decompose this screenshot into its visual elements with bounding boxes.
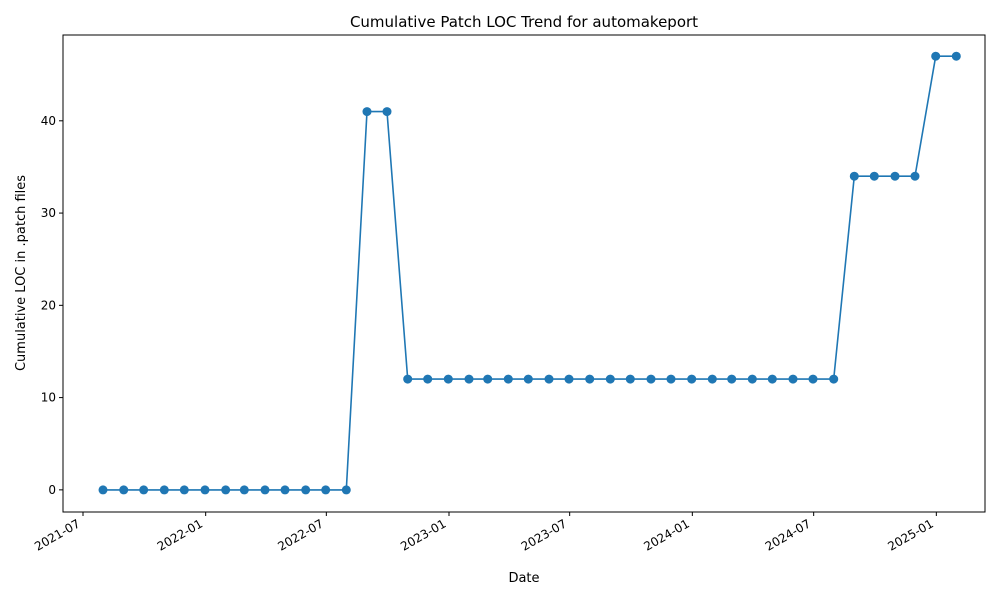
data-point bbox=[788, 374, 798, 384]
data-point bbox=[200, 485, 210, 495]
data-point bbox=[747, 374, 757, 384]
data-point bbox=[523, 374, 533, 384]
data-point bbox=[119, 485, 129, 495]
data-point bbox=[931, 51, 941, 61]
data-point bbox=[443, 374, 453, 384]
data-point bbox=[483, 374, 493, 384]
data-point bbox=[585, 374, 595, 384]
data-point bbox=[341, 485, 351, 495]
data-point bbox=[362, 107, 372, 117]
data-point bbox=[910, 171, 920, 181]
data-point bbox=[849, 171, 859, 181]
data-point bbox=[808, 374, 818, 384]
data-point bbox=[403, 374, 413, 384]
data-point bbox=[260, 485, 270, 495]
data-point bbox=[727, 374, 737, 384]
chart-title: Cumulative Patch LOC Trend for automakep… bbox=[350, 13, 698, 31]
data-point bbox=[890, 171, 900, 181]
y-tick-label: 40 bbox=[41, 114, 56, 128]
data-point bbox=[503, 374, 513, 384]
data-point bbox=[464, 374, 474, 384]
y-axis-ticks: 0 10 20 30 40 bbox=[41, 114, 63, 497]
y-tick-label: 20 bbox=[41, 298, 56, 312]
data-point bbox=[869, 171, 879, 181]
data-point bbox=[321, 485, 331, 495]
data-point bbox=[605, 374, 615, 384]
data-point bbox=[221, 485, 231, 495]
data-point bbox=[382, 107, 392, 117]
data-point bbox=[829, 374, 839, 384]
data-point bbox=[666, 374, 676, 384]
data-point bbox=[767, 374, 777, 384]
data-point bbox=[646, 374, 656, 384]
data-point bbox=[239, 485, 249, 495]
y-tick-label: 10 bbox=[41, 391, 56, 405]
data-point bbox=[98, 485, 108, 495]
y-tick-label: 30 bbox=[41, 206, 56, 220]
series-markers bbox=[98, 51, 961, 495]
x-axis-title: Date bbox=[508, 571, 539, 586]
data-point bbox=[301, 485, 311, 495]
data-point bbox=[139, 485, 149, 495]
data-point bbox=[280, 485, 290, 495]
data-point bbox=[564, 374, 574, 384]
data-point bbox=[951, 51, 961, 61]
data-point bbox=[707, 374, 717, 384]
data-point bbox=[687, 374, 697, 384]
data-point bbox=[544, 374, 554, 384]
axes-frame bbox=[62, 34, 986, 513]
data-point bbox=[179, 485, 189, 495]
data-point bbox=[159, 485, 169, 495]
data-point bbox=[423, 374, 433, 384]
y-tick-label: 0 bbox=[48, 483, 56, 497]
data-point bbox=[625, 374, 635, 384]
y-axis-title: Cumulative LOC in .patch files bbox=[14, 175, 29, 371]
